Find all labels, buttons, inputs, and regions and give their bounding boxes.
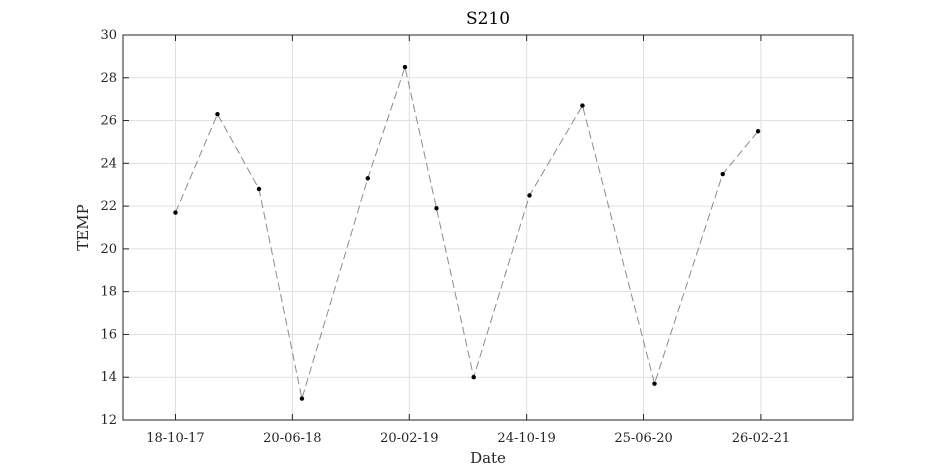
y-tick-label: 26	[100, 114, 117, 129]
y-tick-label: 20	[100, 242, 117, 257]
y-tick-labels: 12 14 16 18 20 22 24 26 28 30	[100, 28, 117, 428]
data-point	[720, 171, 725, 177]
y-tick-label: 24	[100, 156, 117, 171]
y-tick-label: 22	[100, 199, 117, 214]
x-tick-label: 18-10-17	[146, 431, 204, 446]
y-axis-title: TEMP	[74, 204, 92, 250]
data-point	[652, 381, 657, 386]
data-point	[402, 64, 408, 70]
y-tick-label: 18	[100, 285, 117, 300]
y-tick-label: 30	[100, 28, 117, 43]
data-point	[580, 103, 585, 108]
series-markers	[173, 64, 761, 401]
y-tick-label: 16	[100, 327, 117, 342]
data-point	[434, 206, 439, 211]
x-tick-labels: 18-10-17 20-06-18 20-02-19 24-10-19 25-06-20…	[146, 431, 790, 446]
y-tick-label: 28	[100, 71, 117, 86]
x-tick-label: 24-10-19	[497, 431, 555, 446]
data-point	[755, 129, 761, 134]
data-point	[256, 186, 262, 192]
grid	[123, 34, 853, 421]
data-point	[173, 210, 178, 215]
y-tick-label: 12	[100, 413, 117, 428]
x-tick-label: 26-02-21	[732, 431, 790, 446]
plot-frame	[122, 34, 854, 421]
x-tick-label: 20-06-18	[263, 431, 321, 446]
data-point	[527, 193, 532, 198]
axis-ticks	[123, 34, 853, 421]
data-point	[215, 111, 220, 117]
chart-title: S210	[466, 9, 510, 29]
data-point	[299, 396, 305, 401]
data-point	[365, 176, 370, 181]
x-axis-title: Date	[470, 449, 506, 467]
x-tick-label: 20-02-19	[380, 431, 438, 446]
data-point	[471, 375, 476, 380]
y-tick-label: 14	[100, 370, 117, 385]
series-line	[175, 65, 759, 399]
x-tick-label: 25-06-20	[614, 431, 672, 446]
